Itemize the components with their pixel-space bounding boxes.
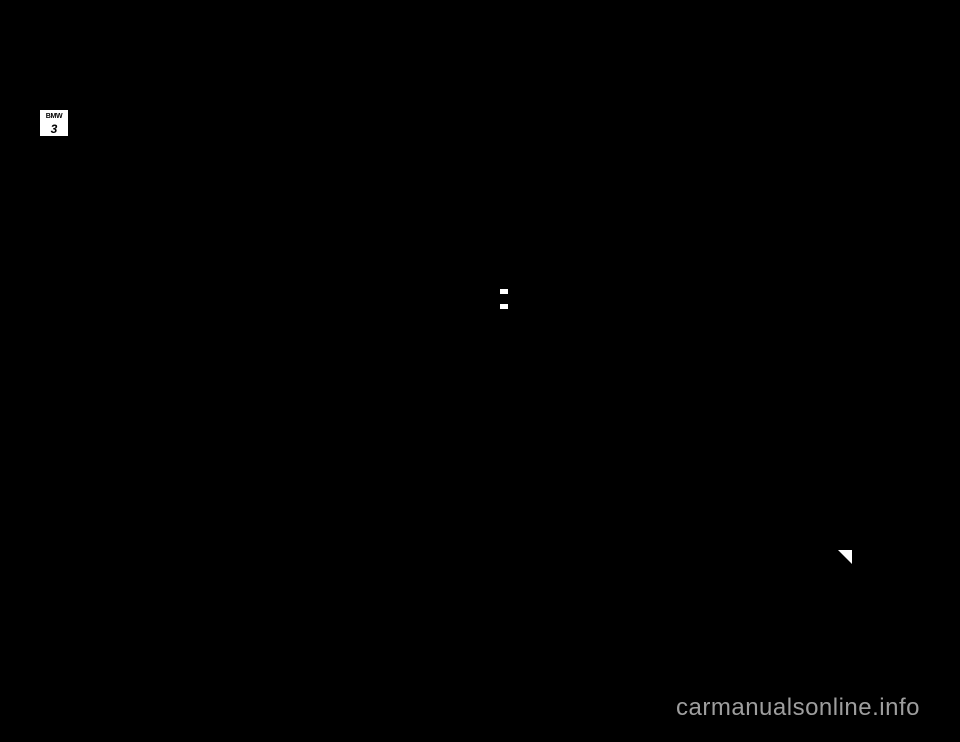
logo-model: 3	[40, 122, 68, 136]
page: BMW 3 carmanualsonline.info	[0, 0, 960, 742]
triangle-marker-icon	[838, 550, 852, 564]
colon-marks	[500, 289, 508, 309]
watermark: carmanualsonline.info	[676, 694, 920, 722]
bmw-3-logo: BMW 3	[40, 110, 68, 136]
logo-model-text: 3	[51, 123, 58, 135]
logo-brand: BMW	[40, 110, 68, 122]
